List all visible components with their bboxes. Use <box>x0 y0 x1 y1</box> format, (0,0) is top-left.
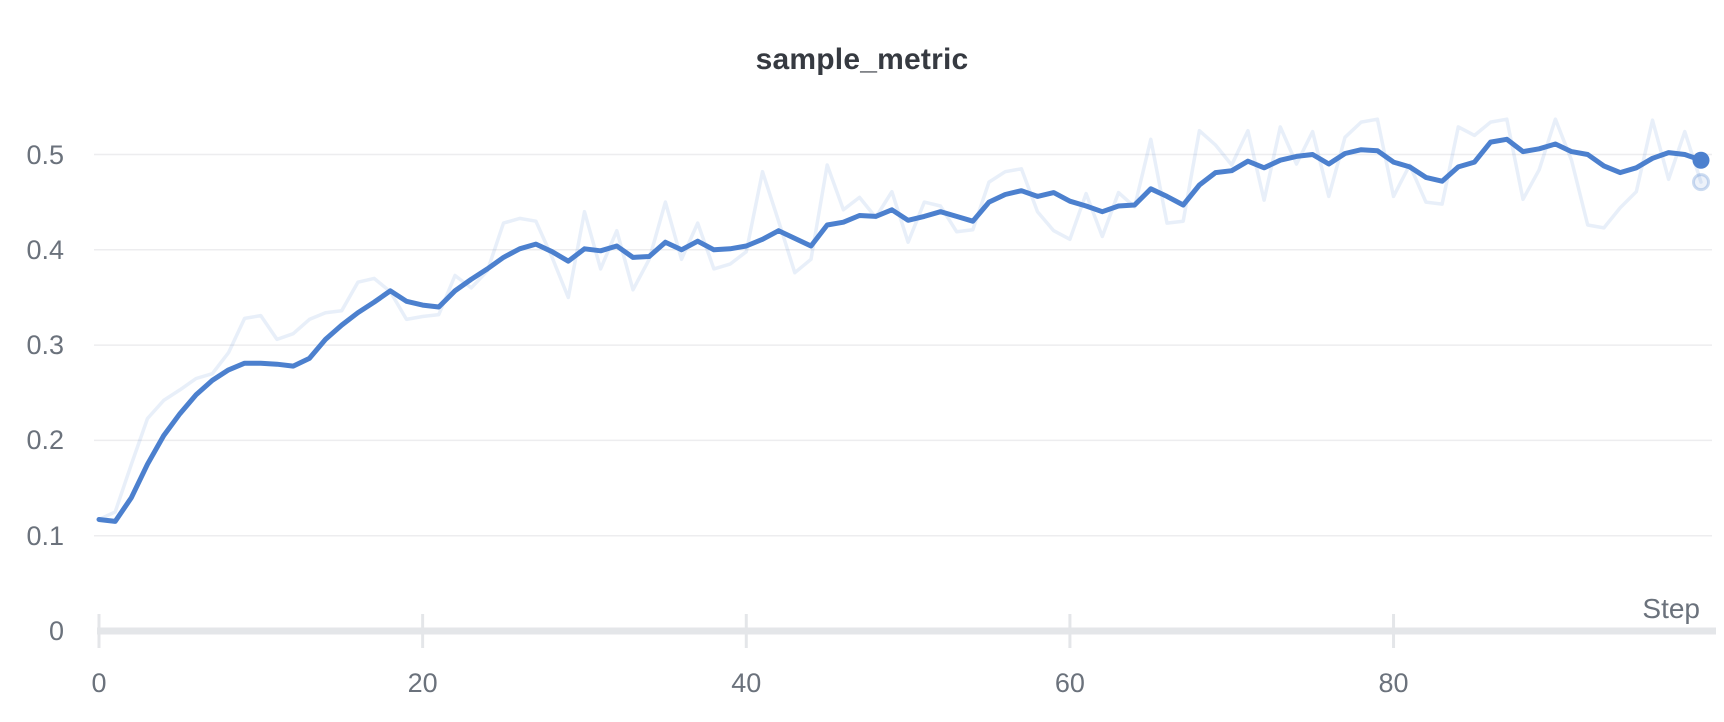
chart-title: sample_metric <box>755 43 969 76</box>
y-axis-tick-label: 0.5 <box>26 139 64 170</box>
x-axis-tick-label: 60 <box>1054 668 1085 698</box>
series-raw-endpoint-marker <box>1692 173 1710 192</box>
y-axis-tick-label: 0.4 <box>26 234 64 265</box>
y-axis-tick-label: 0.2 <box>26 425 64 456</box>
x-axis-title: Step <box>1642 593 1700 624</box>
series-raw-line <box>97 117 1703 522</box>
x-axis-tick-label: 80 <box>1378 668 1409 698</box>
y-axis-tick-label: 0.3 <box>26 330 64 361</box>
x-axis-tick-label: 0 <box>91 668 107 698</box>
x-axis-tick-label: 20 <box>407 668 438 698</box>
x-axis-tick-label: 40 <box>731 668 762 698</box>
series-smoothed-endpoint-marker <box>1692 151 1710 169</box>
series-smoothed-line <box>96 136 1704 524</box>
x-axis-line <box>97 627 1716 635</box>
y-axis-tick-label: 0.1 <box>26 520 64 551</box>
y-axis-tick-label: 0 <box>48 616 64 646</box>
